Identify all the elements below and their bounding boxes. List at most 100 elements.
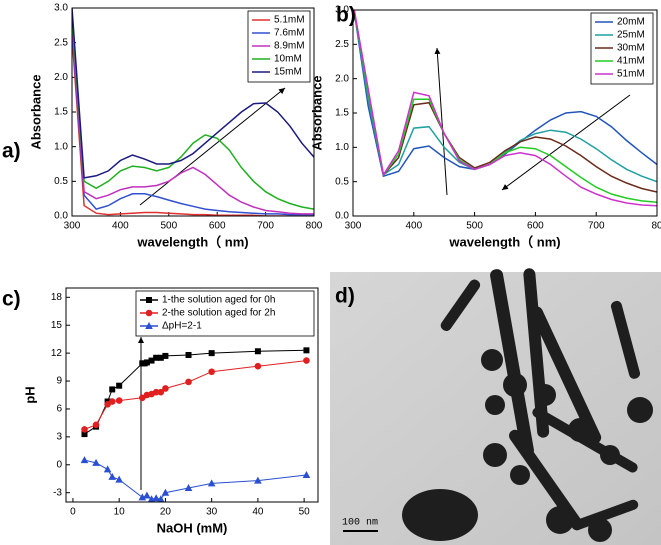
y-tick-label: 0.5 [54,176,68,187]
y-tick-label: 1.0 [54,141,68,152]
point [254,476,262,484]
point [157,495,165,502]
point [303,347,310,354]
legend-label: 20mM [617,17,645,28]
y-tick-label: 3.0 [54,3,68,14]
point [254,348,261,355]
point [143,491,151,499]
legend-label: 41mM [617,56,645,67]
plot-frame [65,287,319,503]
y-tick-label: 2.0 [335,73,349,84]
plot-frame [352,9,658,217]
y-tick-label: 0.0 [54,211,68,222]
legend: 5.1mM 7.6mM 8.9mM 10mM 15mM [247,10,311,83]
point [162,385,169,392]
legend-label: 10mM [274,54,302,65]
y-tick-label: 2.5 [335,39,349,50]
y-tick-label: 0.5 [335,176,349,187]
plot-area [80,347,311,502]
plot-frame [71,7,315,217]
x-tick-label: 300 [64,221,81,232]
legend-label: 2-the solution aged for 2h [162,308,275,319]
y-tick-label: 1.0 [335,142,349,153]
point [103,465,112,473]
series-line [72,8,314,179]
chart: 300 400 500 600 700 800 0.0 0.5 1.0 1.5 2.0 2.5 3.0 w… [2,3,323,250]
series-line [353,10,657,204]
x-tick-label: 500 [160,221,177,232]
panel-label: a) [2,140,21,163]
x-axis-label: wavelength（ nm) [448,234,560,249]
point [143,359,150,366]
point [184,484,193,492]
y-tick-label: 2.5 [54,37,68,48]
y-tick-label: 0 [56,459,62,470]
point [92,421,100,429]
y-tick-label: 18 [51,292,63,303]
point [303,357,310,364]
point [162,352,169,359]
point [185,378,192,386]
series-line [353,10,657,193]
x-tick-label: 400 [405,221,422,232]
point [254,362,262,370]
y-tick-label: 3.0 [335,5,349,16]
x-tick-label: 300 [345,221,362,232]
point [161,488,170,496]
y-axis-label: pH [22,386,37,403]
series-line [72,21,314,215]
point [80,456,89,464]
y-tick-label: 9 [56,376,62,387]
arrow [501,94,631,191]
point [208,368,215,376]
x-tick-label: 40 [252,507,264,518]
arrow [139,87,286,206]
point [92,458,100,466]
legend-label: 5.1mM [274,15,305,26]
legend-label: ΔpH=2-1 [162,321,202,332]
legend-label: 30mM [617,43,645,54]
series-line [84,349,307,435]
panel-label: c) [2,288,21,311]
y-tick-label: 1.5 [335,108,349,119]
tem-image: 100 nm d) [330,268,661,545]
point [81,426,88,433]
y-axis-label: Absorbance [28,74,43,149]
legend-label: 15mM [274,67,302,78]
x-tick-label: 20 [160,507,172,518]
point [116,382,123,389]
y-tick-label: 1.5 [54,107,68,118]
panel-label: d) [335,285,355,308]
x-tick-label: 500 [466,221,483,232]
point [115,475,123,483]
x-tick-label: 0 [70,507,76,518]
point [148,357,155,364]
legend-label: 1-the solution aged for 0h [162,295,275,306]
x-tick-label: 600 [209,221,226,232]
plot-area [353,10,657,207]
y-tick-label: 0.0 [335,211,349,222]
y-tick-label: 12 [51,348,63,359]
legend-label: 25mM [617,30,645,41]
point [115,397,123,404]
legend-label: 8.9mM [274,41,305,52]
chart: 0 10 20 30 40 50 -3 0 3 6 9 12 15 18 NaOH (mM) pH c) 1-th… [2,287,319,535]
x-tick-label: 30 [206,507,218,518]
point [185,351,192,358]
point [152,494,160,502]
chart: 300 400 500 600 700 80 0.0 0.5 1.0 1.5 2.0 2.5 3.0 wa… [309,4,661,250]
y-tick-label: 15 [51,320,63,331]
point [138,493,147,501]
legend: 1-the solution aged for 0h 2-the solution… [135,290,315,337]
point [157,388,165,396]
arrow [434,47,448,196]
point [109,386,116,393]
point [81,431,88,438]
legend-box [135,290,315,337]
legend-label: 51mM [617,69,645,80]
point [208,350,215,357]
x-tick-label: 50 [299,507,311,518]
x-tick-label: 80 [651,221,661,232]
series-line [353,10,657,207]
